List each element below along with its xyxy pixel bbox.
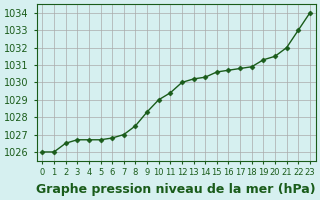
X-axis label: Graphe pression niveau de la mer (hPa): Graphe pression niveau de la mer (hPa) (36, 183, 316, 196)
